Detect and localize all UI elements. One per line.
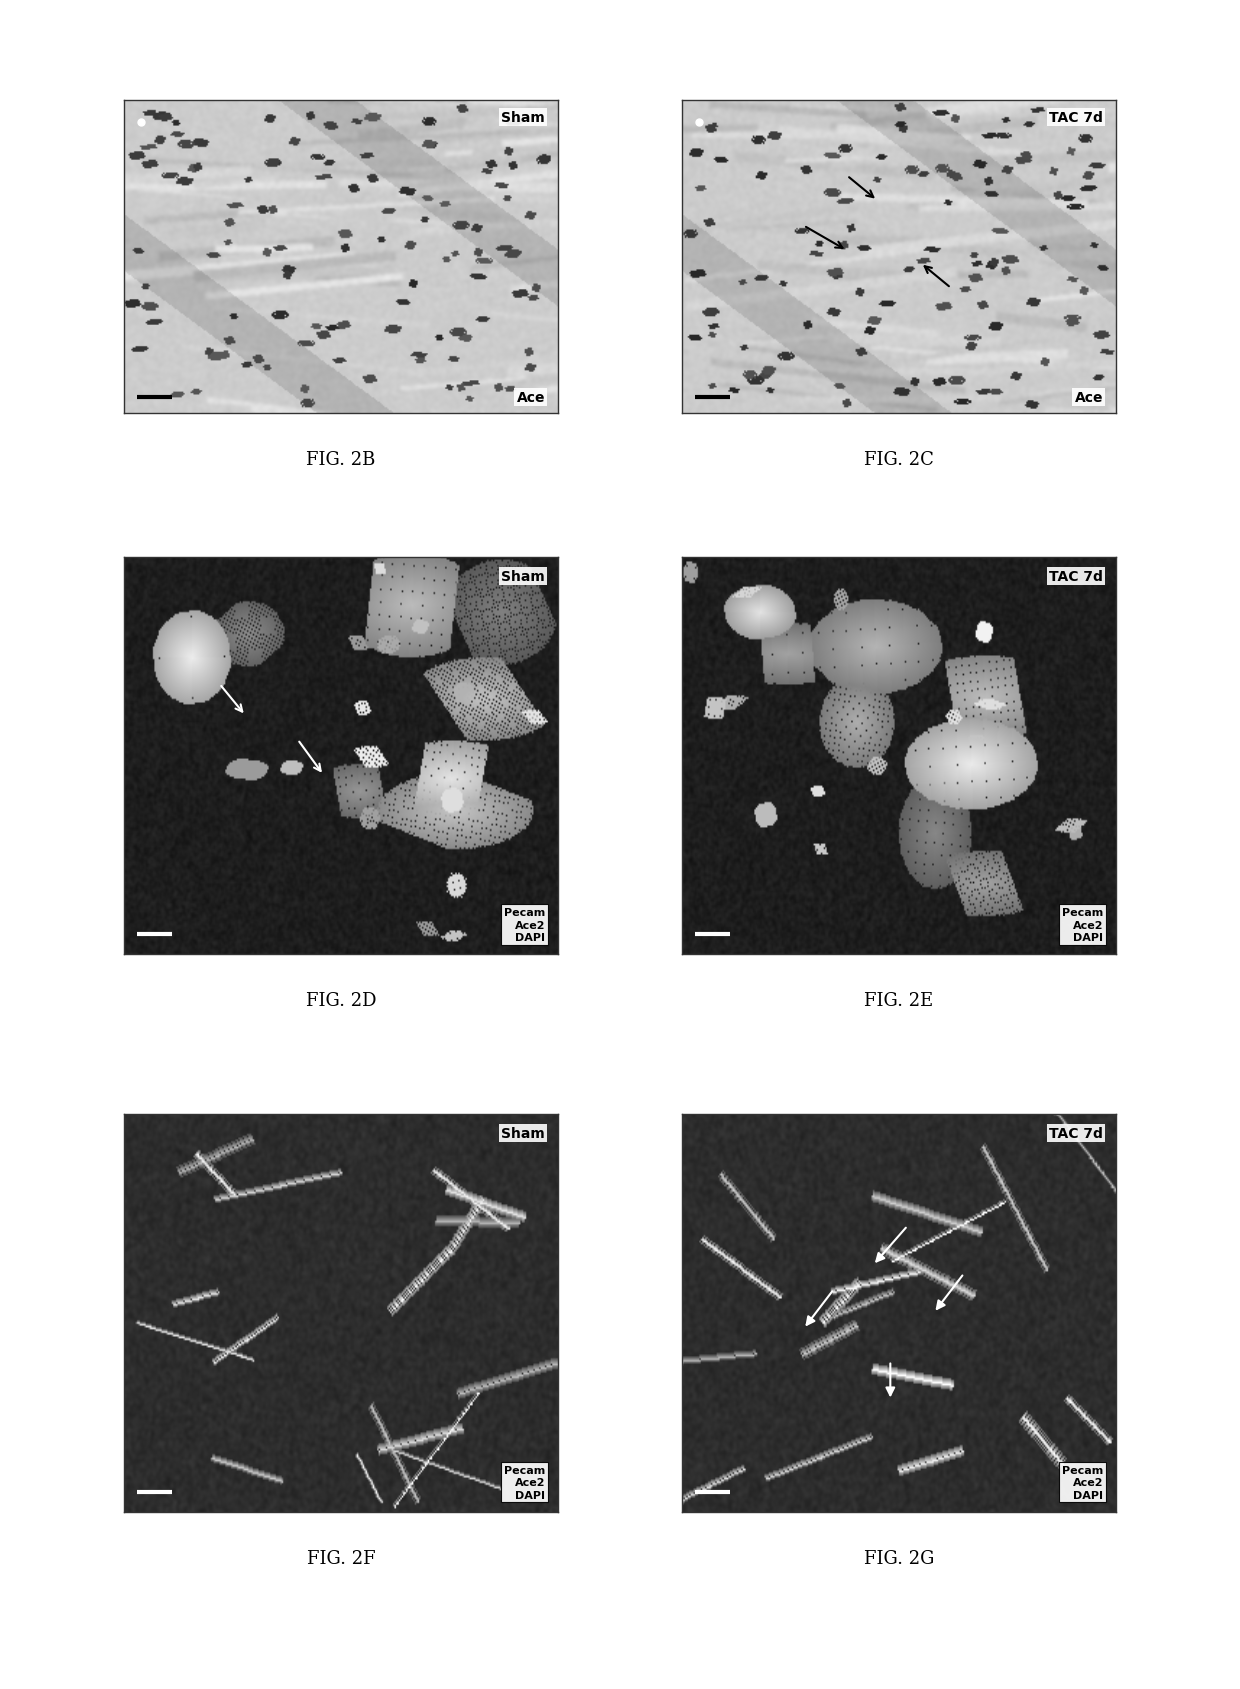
Text: TAC 7d: TAC 7d xyxy=(1049,1127,1104,1140)
Text: TAC 7d: TAC 7d xyxy=(1049,111,1104,125)
Text: FIG. 2B: FIG. 2B xyxy=(306,451,376,470)
Text: FIG. 2D: FIG. 2D xyxy=(306,991,376,1010)
Text: Pecam
Ace2
DAPI: Pecam Ace2 DAPI xyxy=(1061,907,1104,942)
Text: Pecam
Ace2
DAPI: Pecam Ace2 DAPI xyxy=(1061,1464,1104,1500)
Text: TAC 7d: TAC 7d xyxy=(1049,569,1104,583)
Text: Sham: Sham xyxy=(501,569,546,583)
Text: Ace: Ace xyxy=(517,390,546,404)
Text: Pecam
Ace2
DAPI: Pecam Ace2 DAPI xyxy=(503,907,546,942)
Text: Pecam
Ace2
DAPI: Pecam Ace2 DAPI xyxy=(503,1464,546,1500)
Text: Sham: Sham xyxy=(501,111,546,125)
Text: FIG. 2G: FIG. 2G xyxy=(864,1549,934,1567)
Text: FIG. 2C: FIG. 2C xyxy=(864,451,934,470)
Text: Ace: Ace xyxy=(1075,390,1104,404)
Text: Sham: Sham xyxy=(501,1127,546,1140)
Text: FIG. 2F: FIG. 2F xyxy=(306,1549,376,1567)
Text: FIG. 2E: FIG. 2E xyxy=(864,991,934,1010)
